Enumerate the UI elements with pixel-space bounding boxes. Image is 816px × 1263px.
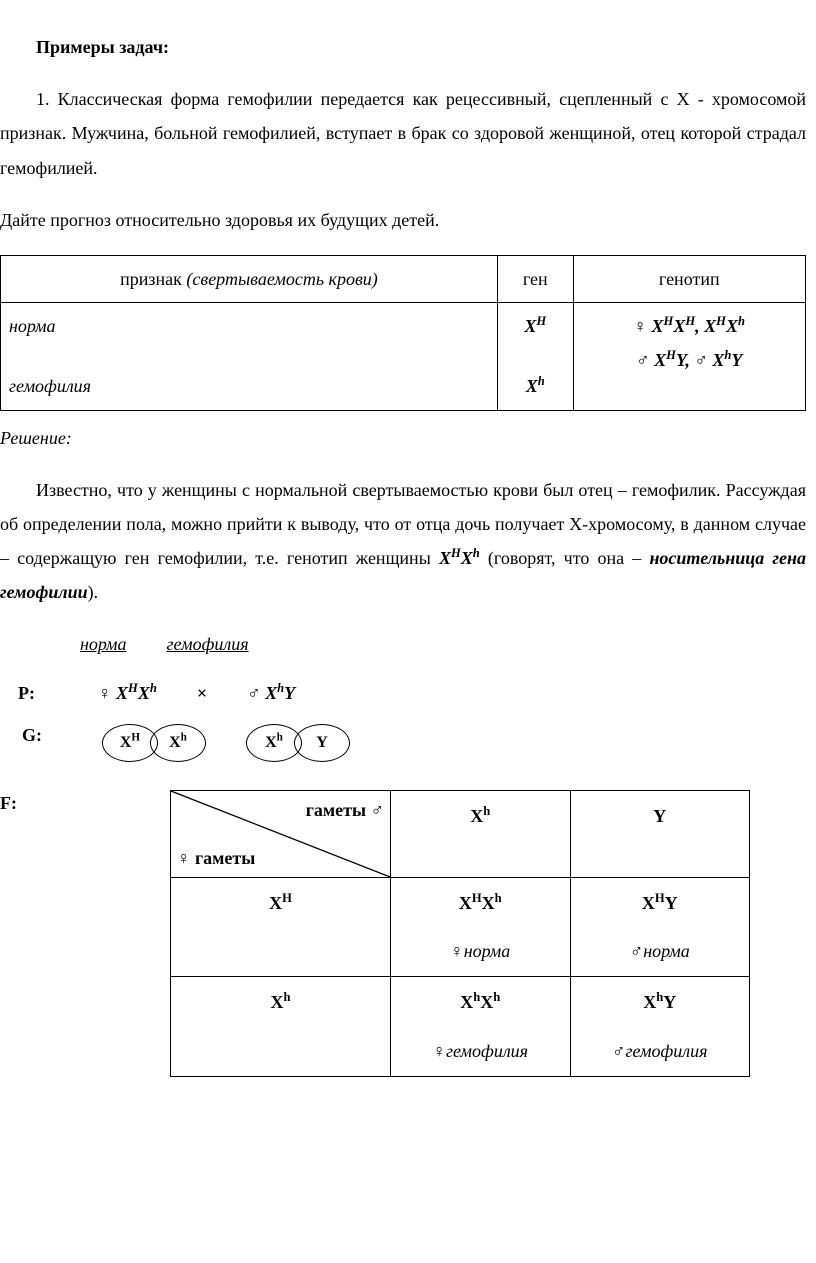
- gametes-row: G: ХН Хh Хh Y: [22, 724, 806, 762]
- th-gene: ген: [497, 255, 573, 302]
- punnett-cell: ХhY ♂гемофилия: [570, 977, 750, 1076]
- solution-label: Решение:: [0, 421, 806, 455]
- page-title: Примеры задач:: [36, 30, 806, 64]
- th-genotype: генотип: [573, 255, 805, 302]
- table-row: признак (свертываемость крови) ген генот…: [1, 255, 806, 302]
- th-trait: признак (свертываемость крови): [1, 255, 498, 302]
- row-header: ХН: [171, 878, 391, 977]
- label-norma: норма: [80, 627, 127, 661]
- table-row: Хh ХhХh ♀гемофилия ХhY ♂гемофилия: [171, 977, 750, 1076]
- td-genes: ХН Хh: [497, 303, 573, 410]
- female-gametes: ХН Хh: [102, 724, 206, 762]
- top-gametes-label: гаметы ♂: [306, 793, 384, 827]
- punnett-cell: ХhХh ♀гемофилия: [391, 977, 570, 1076]
- gamete-oval: Хh: [150, 724, 206, 762]
- p-female: ♀ ХНХh: [98, 676, 157, 710]
- punnett-cell: ХНY ♂норма: [570, 878, 750, 977]
- table-row: гаметы ♂ ♀ гаметы Хh Y: [171, 791, 750, 878]
- table-row: ХН ХНХh ♀норма ХНY ♂норма: [171, 878, 750, 977]
- explanation: Известно, что у женщины с нормальной све…: [0, 473, 806, 610]
- punnett-square: гаметы ♂ ♀ гаметы Хh Y ХН ХНХh ♀норма ХН…: [170, 790, 750, 1077]
- td-genotypes: ♀ ХНХН, ХНХh ♂ ХНY, ♂ ХhY: [573, 303, 805, 410]
- trait-table: признак (свертываемость крови) ген генот…: [0, 255, 806, 411]
- td-traits: норма гемофилия: [1, 303, 498, 410]
- p-label: P:: [18, 676, 58, 710]
- row-header: Хh: [171, 977, 391, 1076]
- g-label: G:: [22, 718, 62, 752]
- parents-row: P: ♀ ХНХh × ♂ ХhY: [18, 676, 806, 710]
- diagonal-cell: гаметы ♂ ♀ гаметы: [171, 791, 390, 877]
- problem-text: 1. Классическая форма гемофилии передает…: [0, 82, 806, 185]
- col-header: Y: [570, 791, 750, 878]
- col-header: Хh: [391, 791, 570, 878]
- phenotype-labels: норма гемофилия: [80, 627, 806, 661]
- p-male: ♂ ХhY: [247, 676, 295, 710]
- gamete-oval: Y: [294, 724, 350, 762]
- male-gametes: Хh Y: [246, 724, 350, 762]
- f-label: F:: [0, 786, 10, 820]
- punnett-cell: ХНХh ♀норма: [391, 878, 570, 977]
- left-gametes-label: ♀ гаметы: [177, 841, 255, 875]
- cross-sign: ×: [197, 676, 207, 710]
- label-hemophilia: гемофилия: [167, 627, 249, 661]
- table-row: норма гемофилия ХН Хh ♀ ХНХН, ХНХh ♂ ХНY…: [1, 303, 806, 410]
- task-line: Дайте прогноз относительно здоровья их б…: [0, 203, 806, 237]
